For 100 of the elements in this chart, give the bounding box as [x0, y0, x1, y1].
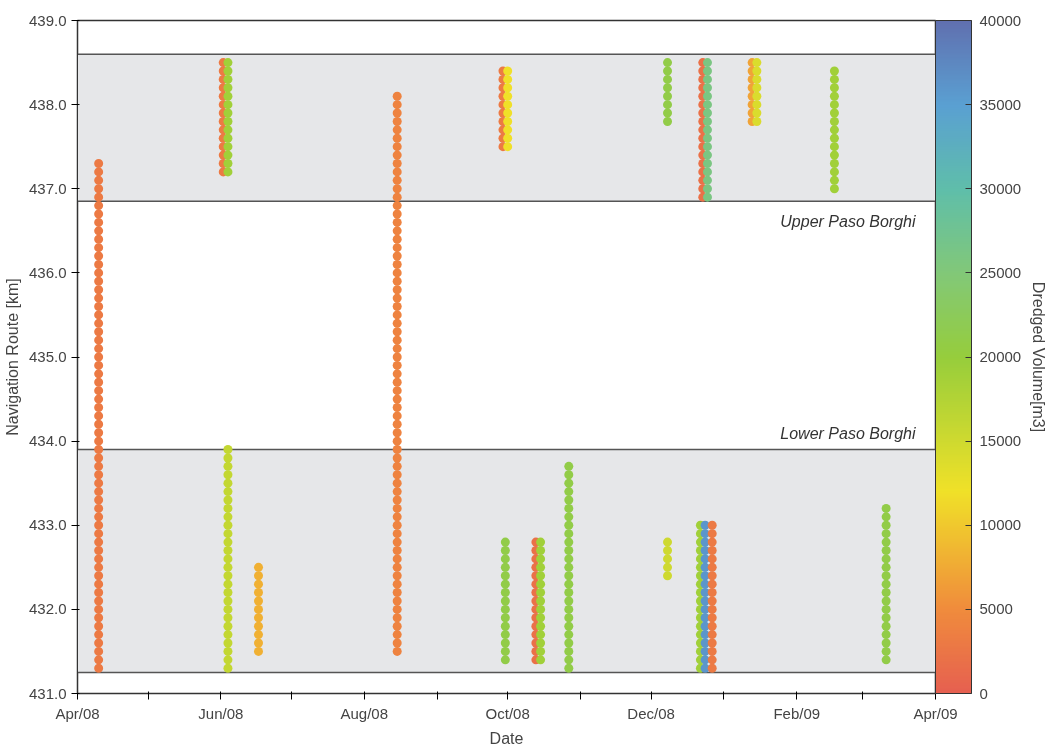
point	[564, 495, 574, 505]
point	[829, 133, 839, 143]
point	[223, 613, 233, 623]
point	[707, 638, 717, 648]
point	[536, 562, 546, 572]
point	[223, 588, 233, 598]
point	[500, 638, 510, 648]
point	[663, 537, 673, 547]
point	[254, 596, 263, 606]
point	[536, 554, 546, 564]
color-bar-label: 0	[979, 684, 988, 702]
point	[707, 554, 717, 564]
x-tick-label: Aug/08	[340, 704, 389, 722]
point	[254, 646, 263, 656]
point	[564, 461, 574, 471]
point	[881, 638, 891, 648]
point	[254, 638, 263, 648]
point	[254, 562, 263, 572]
point	[702, 150, 712, 160]
point	[503, 125, 513, 135]
point	[881, 520, 891, 530]
point	[503, 74, 513, 84]
point	[881, 655, 891, 665]
x-tick-label: Apr/09	[913, 704, 958, 722]
point	[564, 655, 574, 665]
point	[881, 579, 891, 589]
point	[663, 546, 673, 555]
point	[564, 571, 574, 581]
point	[663, 571, 673, 581]
point	[564, 596, 574, 606]
point	[752, 91, 762, 101]
point	[663, 91, 673, 101]
point	[829, 175, 839, 185]
point	[663, 108, 673, 118]
point	[500, 613, 510, 623]
x-axis-title: Date	[489, 729, 524, 747]
point	[500, 562, 510, 572]
point	[223, 461, 233, 471]
point	[500, 655, 510, 665]
point	[503, 100, 513, 110]
point	[707, 663, 717, 673]
point	[503, 66, 513, 76]
point	[536, 646, 546, 656]
point	[663, 100, 673, 110]
point	[223, 646, 233, 656]
point	[707, 562, 717, 572]
point	[564, 487, 574, 497]
point	[223, 150, 233, 160]
y-tick-label: 438.0	[28, 95, 67, 113]
point	[881, 613, 891, 623]
point	[707, 621, 717, 631]
point	[500, 571, 510, 581]
point	[223, 125, 233, 135]
x-tick-label: Jun/08	[198, 704, 244, 722]
color-bar-label: 10000	[979, 516, 1022, 534]
point	[663, 116, 673, 126]
point	[829, 66, 839, 76]
point	[663, 83, 673, 93]
point	[564, 562, 574, 572]
point	[223, 116, 233, 126]
point	[536, 588, 546, 598]
band-label: Upper Paso Borghi	[780, 213, 916, 231]
point	[564, 604, 574, 614]
point	[223, 571, 233, 581]
point	[564, 588, 574, 598]
point	[702, 142, 712, 152]
point	[503, 142, 513, 152]
point	[663, 74, 673, 84]
point	[881, 604, 891, 614]
point	[223, 167, 233, 177]
point	[564, 646, 574, 656]
y-tick-label: 437.0	[28, 179, 67, 197]
point	[707, 588, 717, 598]
point	[223, 100, 233, 110]
color-bar-label: 15000	[979, 432, 1022, 450]
point	[881, 596, 891, 606]
point	[707, 646, 717, 656]
color-bar-label: 25000	[979, 263, 1022, 281]
color-bar-label: 20000	[979, 348, 1022, 365]
point	[500, 537, 510, 547]
point	[829, 150, 839, 160]
point	[503, 108, 513, 118]
y-tick-label: 431.0	[28, 684, 67, 702]
point	[223, 655, 233, 665]
point	[752, 58, 762, 68]
point	[881, 646, 891, 656]
point	[707, 529, 717, 539]
point	[752, 83, 762, 93]
point	[500, 554, 510, 564]
point	[223, 512, 233, 522]
point	[702, 108, 712, 118]
point	[564, 579, 574, 589]
point	[663, 562, 673, 572]
point	[564, 663, 574, 673]
point	[500, 604, 510, 614]
point	[702, 167, 712, 177]
point	[223, 159, 233, 168]
point	[500, 546, 510, 555]
point	[223, 638, 233, 648]
point	[752, 66, 762, 76]
